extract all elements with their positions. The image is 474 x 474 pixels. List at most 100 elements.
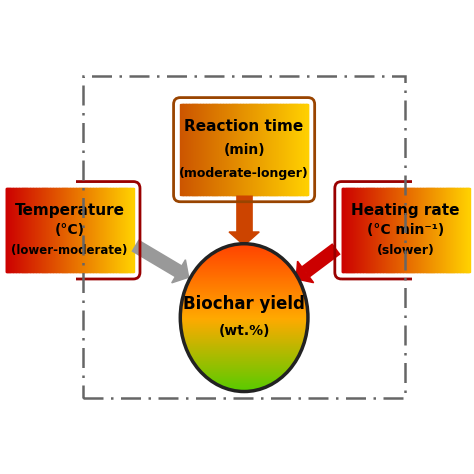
Bar: [185, 288, 303, 289]
Bar: [216, 251, 273, 252]
Bar: [229, 389, 259, 390]
Bar: [199, 369, 290, 370]
Bar: [451, 188, 452, 272]
Bar: [33, 188, 34, 272]
Bar: [31, 188, 32, 272]
Bar: [438, 188, 439, 272]
Bar: [180, 104, 181, 195]
Bar: [422, 188, 423, 272]
Bar: [417, 188, 418, 272]
Bar: [189, 280, 299, 281]
Bar: [429, 188, 430, 272]
Bar: [95, 188, 96, 272]
Bar: [101, 188, 102, 272]
Bar: [373, 188, 374, 272]
Bar: [285, 104, 286, 195]
Bar: [247, 104, 248, 195]
Bar: [251, 104, 252, 195]
Bar: [185, 346, 303, 347]
Bar: [463, 188, 464, 272]
Bar: [281, 104, 282, 195]
Bar: [194, 363, 294, 364]
Bar: [391, 188, 392, 272]
Bar: [211, 381, 277, 382]
Bar: [246, 104, 247, 195]
Bar: [19, 188, 20, 272]
Bar: [129, 188, 130, 272]
Bar: [186, 286, 302, 287]
Bar: [182, 104, 183, 195]
Bar: [44, 188, 45, 272]
Bar: [279, 104, 280, 195]
Bar: [232, 104, 233, 195]
Bar: [212, 253, 276, 254]
Bar: [276, 104, 277, 195]
Bar: [408, 188, 409, 272]
Bar: [395, 188, 396, 272]
Bar: [76, 188, 77, 272]
Bar: [233, 104, 234, 195]
Bar: [469, 188, 470, 272]
Bar: [184, 341, 304, 342]
Bar: [191, 276, 297, 277]
Bar: [92, 188, 93, 272]
Bar: [9, 188, 10, 272]
Bar: [428, 188, 429, 272]
Text: (min): (min): [223, 143, 265, 157]
Bar: [447, 188, 448, 272]
Bar: [275, 104, 276, 195]
Bar: [181, 327, 307, 328]
Bar: [22, 188, 23, 272]
Bar: [211, 254, 277, 255]
Bar: [122, 188, 123, 272]
Bar: [381, 188, 382, 272]
Bar: [55, 188, 56, 272]
Bar: [240, 104, 241, 195]
Bar: [227, 104, 228, 195]
Bar: [113, 188, 114, 272]
Bar: [184, 344, 304, 345]
Bar: [211, 104, 212, 195]
Bar: [370, 188, 371, 272]
Bar: [84, 188, 85, 272]
Bar: [222, 104, 223, 195]
Text: (lower-moderate): (lower-moderate): [11, 244, 128, 257]
Bar: [413, 188, 414, 272]
Bar: [128, 188, 129, 272]
Bar: [232, 104, 233, 195]
Bar: [249, 104, 250, 195]
Bar: [215, 104, 216, 195]
Bar: [183, 340, 305, 341]
Bar: [440, 188, 441, 272]
Bar: [236, 104, 237, 195]
Bar: [244, 104, 245, 195]
Bar: [343, 188, 344, 272]
Bar: [417, 188, 418, 272]
Bar: [88, 188, 89, 272]
Bar: [392, 188, 393, 272]
Bar: [206, 376, 283, 377]
Bar: [182, 298, 306, 299]
Bar: [16, 188, 17, 272]
Bar: [184, 291, 304, 292]
Bar: [288, 104, 289, 195]
Bar: [50, 188, 51, 272]
Bar: [51, 188, 52, 272]
Bar: [182, 104, 183, 195]
Bar: [278, 104, 279, 195]
Bar: [107, 188, 108, 272]
Bar: [456, 188, 457, 272]
Bar: [199, 265, 290, 266]
Bar: [197, 104, 198, 195]
Bar: [10, 188, 11, 272]
Bar: [301, 104, 302, 195]
Bar: [433, 188, 434, 272]
Bar: [229, 104, 230, 195]
Bar: [397, 188, 398, 272]
Bar: [356, 188, 357, 272]
Bar: [187, 285, 301, 286]
Bar: [203, 104, 204, 195]
Bar: [123, 188, 124, 272]
Bar: [348, 188, 349, 272]
Bar: [303, 104, 304, 195]
